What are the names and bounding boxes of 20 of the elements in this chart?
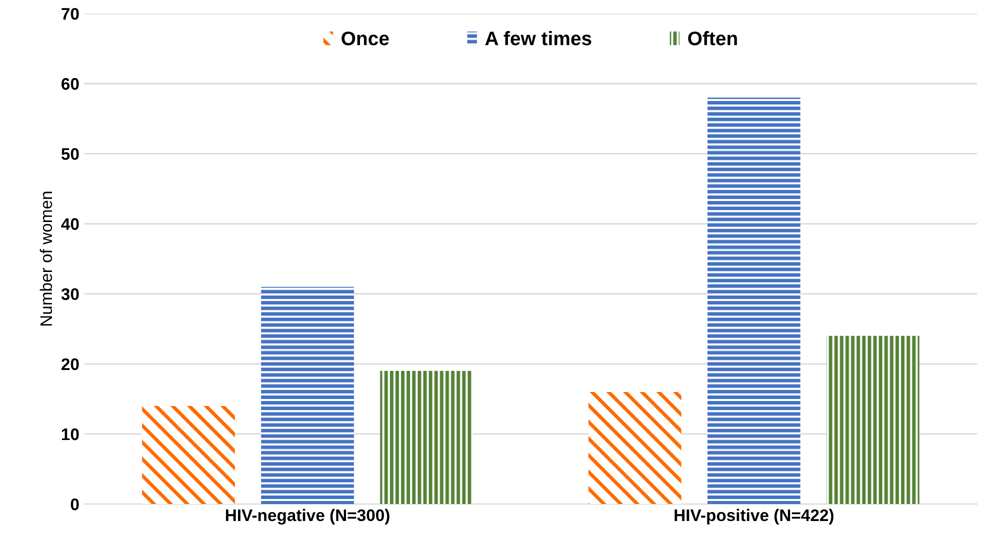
y-tick-label: 30 [61,288,79,300]
y-tick-label: 50 [61,148,79,160]
y-tick-label: 20 [62,358,79,370]
legend-label: A few times [485,31,592,46]
y-axis-title: Number of women [40,192,52,326]
legend-label: Once [342,32,389,46]
y-tick-label: 0 [70,498,79,510]
bar [588,392,682,504]
y-tick-label: 60 [62,78,79,90]
bar [142,406,235,504]
legend-label: Often [688,31,737,46]
bar [826,336,920,504]
y-tick-label: 10 [62,428,79,440]
x-tick-label: HIV-negative (N=300) [226,508,390,525]
y-tick-label: 40 [61,218,79,230]
x-tick-label: HIV-positive (N=422) [674,508,834,524]
bar [707,98,800,504]
bar [261,286,354,504]
bar [380,370,473,504]
y-tick-label: 70 [62,8,79,20]
